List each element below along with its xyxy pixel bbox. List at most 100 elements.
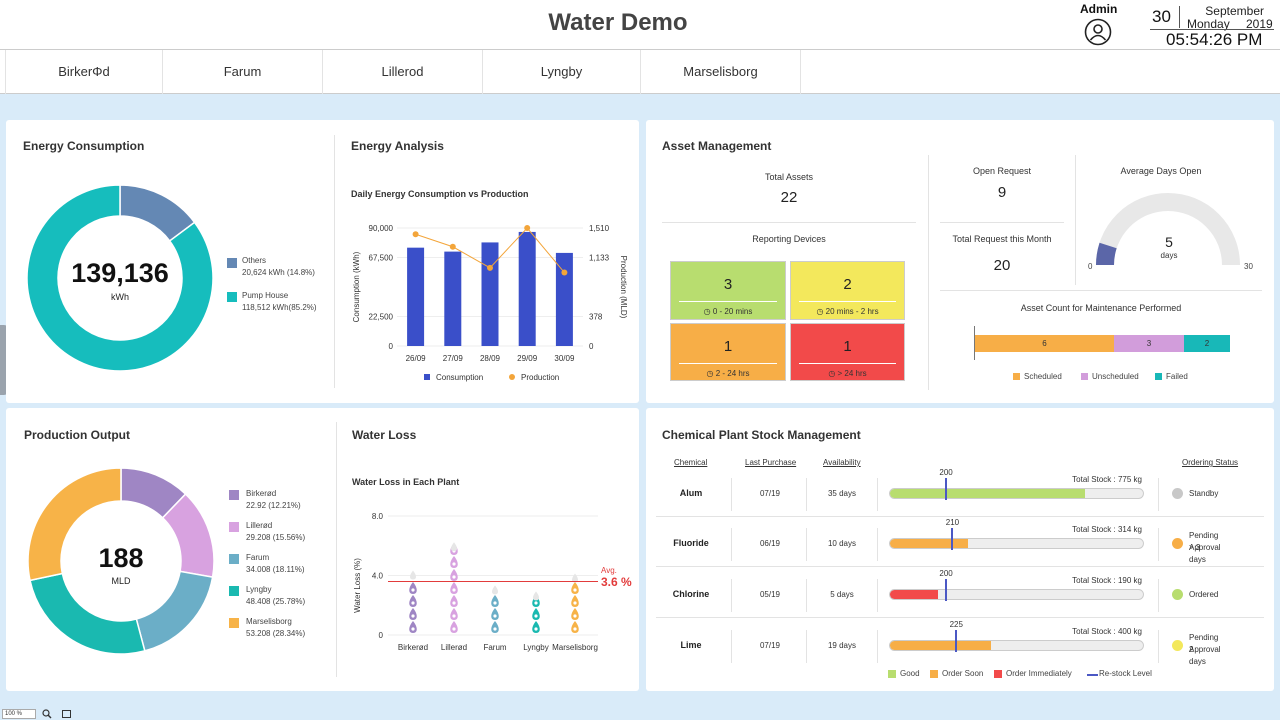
avg-days-gauge [1096,193,1240,266]
tab-birkerod[interactable]: BirkerΦd [5,50,163,94]
energy-analysis-chart: 0 22,500 67,500 90,000 0 378 1,133 1,510 Consump… [352,224,628,382]
clock-icon: ◷ [828,369,836,378]
total-stock: Total Stock : 314 kg [1072,525,1142,534]
energy-analysis-title: Energy Analysis [351,139,444,153]
water-loss-column [409,570,417,633]
row-divider [731,528,732,561]
side-panel-handle[interactable] [0,325,9,395]
legend-name: Lyngby [246,585,272,594]
tab-marselisborg[interactable]: Marselisborg [641,50,801,94]
x-tick-label: Lillerød [441,643,467,652]
request-vertical-divider [1075,155,1076,285]
production-donut [28,468,214,654]
restock-marker [955,630,958,652]
date-weekday: Monday [1187,17,1230,31]
legend-swatch [888,670,896,678]
open-request-value: 9 [997,184,1007,201]
drop-icon-empty [410,570,416,580]
total-stock: Total Stock : 400 kg [1072,627,1142,636]
production-slice-marselisborg [28,468,122,582]
drop-highlight [573,588,577,592]
last-purchase: 07/19 [759,641,781,650]
chemical-name: Fluoride [673,538,709,548]
legend-unscheduled: Unscheduled [1092,372,1139,381]
row-divider [806,579,807,612]
legend-scheduled: Scheduled [1024,372,1062,381]
energy-analysis-subtitle: Daily Energy Consumption vs Production [351,189,529,199]
drop-icon-empty [451,542,457,552]
app-title: Water Demo [548,9,688,36]
y-tick-label: 90,000 [369,224,394,233]
tab-lyngby[interactable]: Lyngby [483,50,641,94]
avg-days-label: Average Days Open [1120,166,1202,176]
drop-highlight [411,627,415,631]
restock-marker [945,579,948,601]
drop-icon [450,582,458,594]
production-point [561,269,568,276]
date-divider [1179,6,1180,28]
y2-tick-label: 1,510 [589,224,610,233]
y-tick-label: 4.0 [372,572,384,581]
gauge-max-label: 30 [1244,262,1253,271]
row-divider [731,579,732,612]
chemical-name: Alum [679,488,703,498]
drop-icon [409,595,417,607]
y-tick-label: 0 [379,631,384,640]
x-tick-label: 28/09 [480,354,501,363]
drop-highlight [573,601,577,605]
zoom-select[interactable]: 100 % [2,709,36,719]
legend-swatch [1087,674,1098,676]
total-stock: Total Stock : 775 kg [1072,475,1142,484]
maint-divider [940,290,1262,291]
drop-icon [532,621,540,633]
x-tick-label: 26/09 [406,354,427,363]
reporting-tile-2-24-hrs[interactable]: 1 ◷ 2 - 24 hrs [670,323,786,381]
production-point [449,243,456,250]
asset-vertical-divider [928,155,929,390]
energy-divider [334,135,335,388]
row-separator [656,566,1264,567]
reporting-tile-20-mins-2-hrs[interactable]: 2 ◷ 20 mins - 2 hrs [790,261,905,320]
status-dot [1172,589,1183,600]
row-divider [1158,630,1159,663]
y-axis-label: Consumption (kWh) [352,251,361,322]
search-icon[interactable] [42,709,52,719]
user-avatar-icon[interactable] [1084,18,1112,46]
water-loss-column [491,585,499,633]
energy-unit: kWh [111,292,129,302]
legend-swatch-scheduled [1013,373,1020,380]
drop-icon [571,582,579,594]
asset-divider [662,222,916,223]
y-axis-label: Water Loss (%) [353,558,362,613]
fullscreen-icon[interactable] [61,709,72,719]
tab-farum[interactable]: Farum [163,50,323,94]
consumption-bar [481,242,499,346]
drop-highlight [452,627,456,631]
legend-swatch [930,670,938,678]
tab-lillerod[interactable]: Lillerod [323,50,483,94]
chemical-name: Lime [680,640,702,650]
consumption-bar [555,252,573,346]
drop-icon [491,621,499,633]
y-tick-label: 22,500 [369,313,394,322]
chemical-name: Chlorine [672,589,710,599]
drop-highlight [452,575,456,579]
reporting-tile-over-24-hrs[interactable]: 1 ◷ > 24 hrs [790,323,905,381]
drop-icon [450,608,458,620]
reporting-tile-0-20-mins[interactable]: 3 ◷ 0 - 20 mins [670,261,786,320]
drop-icon [409,582,417,594]
legend-others-name: Others [242,256,267,265]
total-assets-value: 22 [780,189,798,206]
restock-marker [945,478,948,500]
legend-others-value: 20,624 kWh (14.8%) [242,268,315,277]
tile-range-row: ◷ 0 - 20 mins [671,307,785,316]
x-tick-label: 27/09 [443,354,464,363]
request-divider [940,222,1064,223]
drop-highlight [452,614,456,618]
open-request-label: Open Request [972,166,1032,176]
col-header-ordering-status: Ordering Status [1182,458,1239,467]
availability: 5 days [830,590,854,599]
status-dot [1172,488,1183,499]
col-header-chemical: Chemical [674,458,708,467]
legend-swatch-farum [229,554,239,564]
